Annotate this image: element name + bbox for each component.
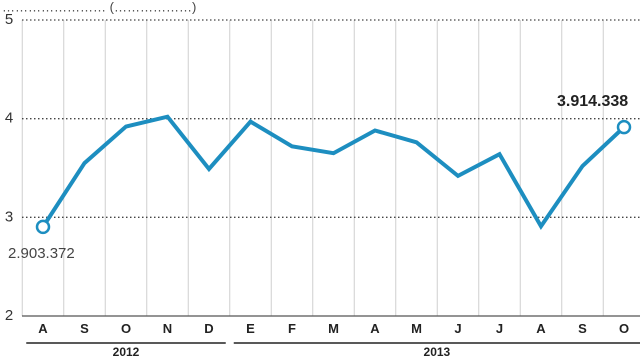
x-tick-label: J — [496, 321, 503, 336]
x-tick-label: E — [246, 321, 255, 336]
year-label: 2012 — [113, 345, 140, 358]
x-tick-label: D — [204, 321, 213, 336]
x-tick-label: F — [288, 321, 296, 336]
start-value-label: 2.903.372 — [8, 245, 75, 262]
x-tick-label: S — [80, 321, 89, 336]
chart-title: …………………… (………………) — [2, 0, 196, 15]
x-tick-label: O — [121, 321, 131, 336]
vertical-gridlines — [21, 20, 604, 316]
series-line — [41, 114, 626, 230]
y-tick-label: 2 — [5, 307, 13, 324]
x-tick-label: N — [163, 321, 172, 336]
x-tick-label: A — [536, 321, 546, 336]
y-tick-label: 4 — [5, 110, 13, 127]
y-axis-labels: 2 3 4 5 — [5, 11, 13, 324]
horizontal-gridlines — [22, 19, 640, 317]
y-tick-label: 3 — [5, 208, 13, 225]
year-label: 2013 — [424, 345, 451, 358]
end-value-label: 3.914.338 — [557, 93, 628, 110]
year-groups: 2012 2013 — [26, 342, 640, 358]
x-tick-label: S — [578, 321, 587, 336]
x-tick-label: M — [411, 321, 422, 336]
x-tick-label: A — [38, 321, 48, 336]
x-tick-label: J — [454, 321, 461, 336]
x-tick-label: A — [370, 321, 380, 336]
start-point-marker — [35, 219, 51, 235]
end-point-marker — [616, 119, 632, 135]
x-tick-label: O — [619, 321, 629, 336]
series — [35, 114, 632, 235]
x-tick-label: M — [328, 321, 339, 336]
y-tick-label: 5 — [5, 11, 13, 28]
